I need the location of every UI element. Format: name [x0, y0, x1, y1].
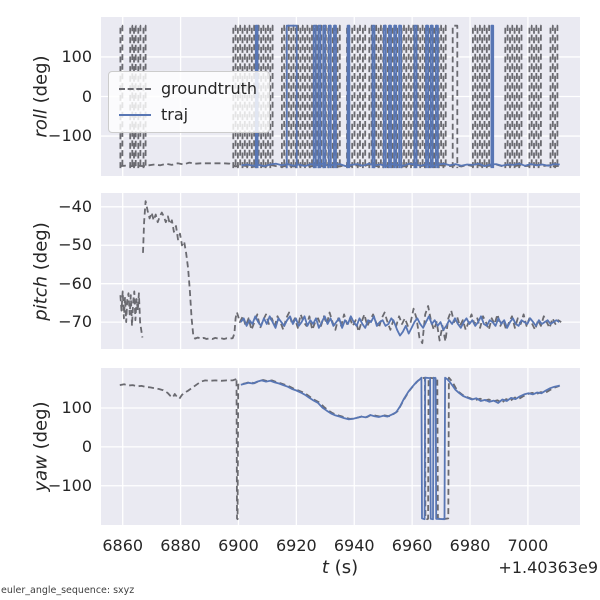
footer-note: euler_angle_sequence: sxyz — [1, 585, 135, 596]
yaw-subplot — [101, 368, 580, 525]
dashed-line-sample — [119, 88, 151, 90]
x-tick-label: 6960 — [391, 536, 433, 555]
legend: groundtruth traj — [108, 71, 271, 133]
x-tick-label: 7000 — [507, 536, 549, 555]
y-tick-label: −70 — [58, 312, 92, 332]
pitch-subplot — [101, 193, 580, 349]
legend-label-traj: traj — [161, 105, 189, 124]
y-tick-label: −40 — [58, 196, 92, 216]
solid-line-sample — [119, 114, 151, 116]
y-tick-label: 0 — [81, 436, 92, 456]
x-tick-label: 6940 — [333, 536, 375, 555]
x-axis-offset: +1.40363e9 — [498, 558, 598, 577]
x-tick-label: 6880 — [160, 536, 201, 555]
y-tick-label: 100 — [61, 398, 92, 418]
y-tick-label: 100 — [61, 46, 92, 66]
y-tick-label: 0 — [81, 86, 92, 106]
legend-item-traj: traj — [119, 106, 257, 124]
x-axis-label-var: t — [321, 557, 329, 578]
x-tick-label: 6980 — [449, 536, 491, 555]
x-axis-label: t (s) — [240, 557, 440, 578]
x-tick-label: 6900 — [218, 536, 259, 555]
x-tick-label: 6860 — [102, 536, 144, 555]
legend-label-groundtruth: groundtruth — [161, 79, 258, 98]
y-tick-label: −60 — [58, 273, 92, 293]
y-tick-label: −100 — [48, 475, 92, 495]
legend-item-groundtruth: groundtruth — [119, 80, 257, 98]
x-axis-label-unit: (s) — [328, 557, 359, 578]
x-tick-label: 6920 — [276, 536, 317, 555]
y-tick-label: −100 — [48, 126, 92, 146]
y-tick-label: −50 — [58, 235, 92, 255]
